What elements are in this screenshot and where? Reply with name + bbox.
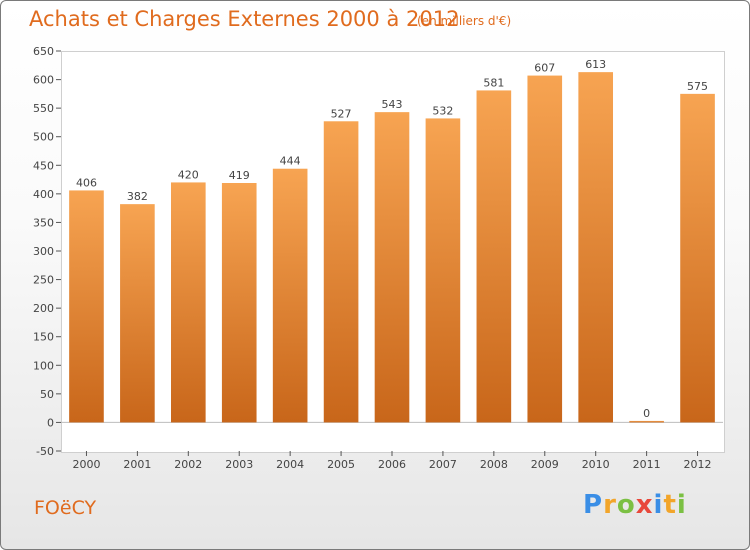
bar [374,112,410,423]
x-tick-label: 2001 [123,458,151,471]
bar [680,93,715,423]
chart-unit: (en milliers d'€) [417,14,512,28]
bar-value-label: 575 [687,80,708,93]
y-tick-label: -50 [36,445,54,458]
bar [629,420,664,423]
logo-letter: i [676,490,687,520]
x-tick-label: 2000 [72,458,100,471]
x-tick-label: 2004 [276,458,304,471]
bar [170,182,206,423]
y-tick-label: 500 [33,131,54,144]
bar-value-label: 607 [534,62,555,75]
bar-value-label: 406 [76,176,97,189]
bar [69,190,104,423]
bar [527,75,563,423]
x-tick-label: 2006 [378,458,406,471]
bar [578,72,614,423]
bar-value-label: 527 [331,107,352,120]
y-tick-label: 550 [33,102,54,115]
bar [323,121,359,423]
x-tick-label: 2003 [225,458,253,471]
y-tick-label: 650 [33,45,54,58]
x-tick-label: 2008 [480,458,508,471]
logo-letter: r [603,490,617,520]
y-tick-label: 50 [40,388,54,401]
y-tick-label: 600 [33,74,54,87]
x-tick-label: 2011 [633,458,661,471]
bar-value-label: 0 [643,407,650,420]
bar-value-label: 532 [432,104,453,117]
bar [120,204,155,423]
y-tick-label: 0 [47,416,54,429]
x-tick-label: 2012 [684,458,712,471]
x-tick-label: 2010 [582,458,610,471]
x-tick-label: 2009 [531,458,559,471]
x-tick-label: 2005 [327,458,355,471]
x-tick-label: 2002 [174,458,202,471]
chart-title: Achats et Charges Externes 2000 à 2012 [29,7,460,31]
bar-value-label: 543 [382,98,403,111]
y-tick-label: 350 [33,216,54,229]
bar [272,168,308,423]
y-tick-label: 150 [33,331,54,344]
logo-letter: o [616,490,636,520]
y-tick-label: 300 [33,245,54,258]
y-tick-label: 400 [33,188,54,201]
y-tick-label: 450 [33,159,54,172]
logo-letter: i [653,490,664,520]
bar-value-label: 382 [127,190,148,203]
bar [425,118,461,423]
bar [476,90,512,423]
y-tick-label: 100 [33,359,54,372]
y-tick-label: 250 [33,274,54,287]
bar-value-label: 419 [229,169,250,182]
logo-letter: P [583,490,604,520]
logo-letter: t [663,490,677,520]
bar-value-label: 420 [178,168,199,181]
bar-value-label: 444 [280,155,301,168]
y-tick-label: 200 [33,302,54,315]
logo-letter: x [635,490,654,520]
place-name: FOëCY [34,497,97,519]
bar [221,183,257,423]
proxiti-logo: Proxiti [583,490,687,520]
bar-value-label: 581 [483,76,504,89]
bar-value-label: 613 [585,58,606,71]
x-tick-label: 2007 [429,458,457,471]
